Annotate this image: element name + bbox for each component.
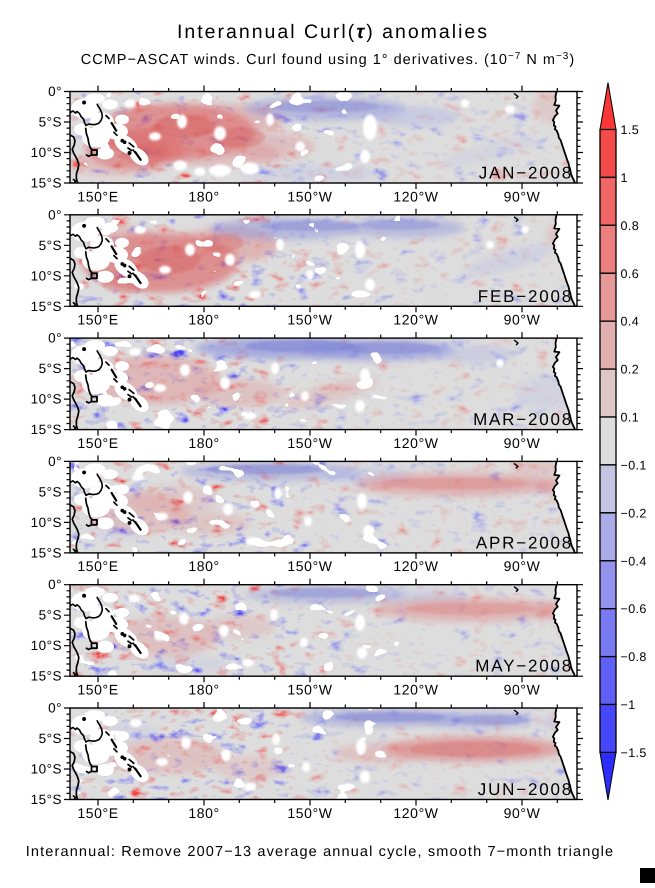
svg-text:150°E: 150°E [77,682,118,698]
svg-text:10°S: 10°S [31,515,62,530]
svg-text:15°S: 15°S [31,299,62,314]
svg-text:15°S: 15°S [31,422,62,437]
svg-text:0.6: 0.6 [621,267,640,281]
svg-text:0.4: 0.4 [621,315,640,329]
svg-text:−0.2: −0.2 [621,506,647,520]
svg-text:150°E: 150°E [77,805,118,821]
svg-text:0°: 0° [48,84,62,99]
svg-text:90°W: 90°W [504,805,541,821]
svg-text:120°W: 120°W [393,682,438,698]
svg-text:180°: 180° [188,805,219,821]
svg-text:120°W: 120°W [393,435,438,451]
svg-text:−0.4: −0.4 [621,554,647,568]
svg-text:120°W: 120°W [393,805,438,821]
svg-text:90°W: 90°W [504,188,541,204]
svg-text:5°S: 5°S [39,731,62,746]
svg-text:Interannual: Remove 2007−13 av: Interannual: Remove 2007−13 average annu… [26,844,615,860]
svg-text:180°: 180° [188,558,219,574]
svg-text:0°: 0° [48,207,62,222]
svg-text:10°S: 10°S [31,268,62,283]
svg-text:JAN−2008: JAN−2008 [479,164,573,183]
svg-text:JUN−2008: JUN−2008 [478,780,573,799]
svg-text:0°: 0° [48,701,62,716]
svg-text:5°S: 5°S [39,608,62,623]
svg-text:150°W: 150°W [287,312,332,328]
svg-text:1.5: 1.5 [621,123,640,137]
svg-text:5°S: 5°S [39,361,62,376]
svg-text:5°S: 5°S [39,115,62,130]
svg-text:150°E: 150°E [77,558,118,574]
svg-text:120°W: 120°W [393,312,438,328]
svg-text:90°W: 90°W [504,682,541,698]
svg-text:10°S: 10°S [31,638,62,653]
svg-text:0.2: 0.2 [621,363,640,377]
svg-text:15°S: 15°S [31,176,62,191]
svg-text:FEB−2008: FEB−2008 [478,287,573,306]
svg-text:180°: 180° [188,188,219,204]
svg-text:120°W: 120°W [393,188,438,204]
svg-text:0°: 0° [48,331,62,346]
svg-text:150°W: 150°W [287,188,332,204]
svg-text:90°W: 90°W [504,558,541,574]
svg-text:−0.1: −0.1 [621,458,647,472]
svg-text:0°: 0° [48,454,62,469]
svg-text:180°: 180° [188,435,219,451]
svg-text:0.8: 0.8 [621,219,640,233]
svg-text:10°S: 10°S [31,762,62,777]
svg-text:90°W: 90°W [504,435,541,451]
svg-text:180°: 180° [188,682,219,698]
svg-text:CCMP−ASCAT winds. Curl found u: CCMP−ASCAT winds. Curl found using 1° de… [81,51,575,68]
svg-text:5°S: 5°S [39,484,62,499]
svg-text:0°: 0° [48,577,62,592]
svg-text:APR−2008: APR−2008 [476,533,573,552]
svg-text:−1.5: −1.5 [621,746,647,760]
svg-text:150°W: 150°W [287,435,332,451]
svg-text:90°W: 90°W [504,312,541,328]
svg-text:150°E: 150°E [77,312,118,328]
svg-text:150°W: 150°W [287,682,332,698]
svg-text:5°S: 5°S [39,238,62,253]
svg-text:10°S: 10°S [31,145,62,160]
svg-text:10°S: 10°S [31,392,62,407]
svg-text:150°E: 150°E [77,435,118,451]
svg-text:150°W: 150°W [287,805,332,821]
svg-text:1: 1 [621,171,628,185]
svg-text:−0.6: −0.6 [621,602,647,616]
svg-text:MAY−2008: MAY−2008 [475,657,573,676]
svg-text:−1: −1 [621,698,636,712]
svg-text:15°S: 15°S [31,792,62,807]
svg-text:150°W: 150°W [287,558,332,574]
svg-text:150°E: 150°E [77,188,118,204]
svg-text:MAR−2008: MAR−2008 [473,410,573,429]
svg-text:120°W: 120°W [393,558,438,574]
svg-text:15°S: 15°S [31,669,62,684]
svg-text:15°S: 15°S [31,545,62,560]
svg-text:−0.8: −0.8 [621,650,647,664]
svg-text:180°: 180° [188,312,219,328]
svg-text:Interannual Curl(τ) anomalies: Interannual Curl(τ) anomalies [177,21,489,43]
svg-text:0.1: 0.1 [621,411,640,425]
